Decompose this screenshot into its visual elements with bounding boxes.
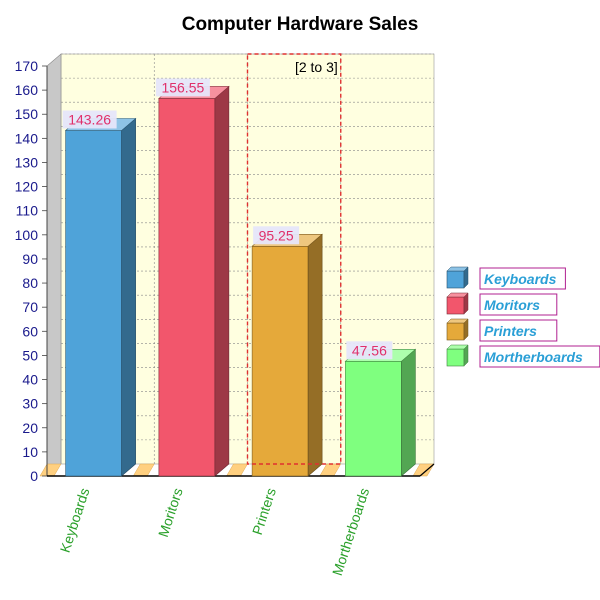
- x-tick-label: Keyboards: [57, 486, 93, 555]
- legend-swatch-side: [463, 266, 469, 289]
- x-tick-label: Moritors: [155, 486, 186, 539]
- bar-side: [214, 85, 230, 477]
- legend-swatch-side: [463, 318, 469, 341]
- bar-side: [307, 233, 323, 477]
- y-tick-label: 90: [22, 251, 38, 267]
- x-axis-depth-line: [419, 463, 435, 477]
- legend-swatch: [446, 348, 465, 367]
- bar-side: [121, 117, 136, 477]
- x-tick-label: Mortherboards: [329, 486, 372, 578]
- y-tick-label: 100: [15, 227, 39, 243]
- annotation-region: [2 to 3]: [246, 53, 342, 465]
- data-label-bg: [62, 110, 117, 129]
- annotation-label: [2 to 3]: [295, 59, 338, 75]
- y-tick-label: 140: [15, 130, 39, 146]
- floor-tile: [319, 463, 342, 477]
- bar-mortherboards: [345, 360, 402, 477]
- bar-keyboards: [65, 130, 122, 477]
- floor-tile: [39, 463, 62, 477]
- y-tick-label: 50: [22, 347, 38, 363]
- data-labels: 143.26 156.55 95.25 47.56: [62, 78, 393, 360]
- legend-entry-label: Mortherboards: [484, 349, 583, 365]
- legend-swatch-side: [463, 292, 469, 315]
- legend-entry-label: Moritors: [484, 297, 540, 313]
- plot-side-wall: [46, 53, 62, 477]
- y-tick-label: 110: [16, 203, 39, 219]
- chart-title: Computer Hardware Sales: [182, 14, 419, 35]
- y-tick-label: 150: [15, 106, 39, 122]
- data-label: 95.25: [259, 227, 294, 243]
- legend-swatch: [446, 322, 465, 341]
- floor-tile: [412, 463, 435, 477]
- y-tick-label: 80: [22, 275, 38, 291]
- legend: Keyboards Moritors Printers Mortherboards: [446, 266, 600, 368]
- bar-printers: [251, 245, 309, 477]
- y-tick-label: 20: [22, 420, 38, 436]
- y-tick-label: 10: [22, 444, 38, 460]
- legend-entry-box: [479, 293, 558, 316]
- y-tick-label: 0: [30, 468, 38, 484]
- data-label-bg: [253, 226, 300, 245]
- data-label: 156.55: [161, 79, 204, 95]
- bars: [64, 85, 417, 477]
- legend-swatch: [446, 270, 465, 289]
- y-tick-label: 40: [22, 372, 38, 388]
- bar-side: [401, 348, 416, 477]
- y-tick-label: 130: [15, 154, 39, 170]
- legend-entry-box: [479, 267, 566, 290]
- floor-tile: [226, 463, 248, 477]
- floor-tile: [132, 463, 155, 477]
- y-tick-label: 160: [15, 82, 39, 98]
- y-tick-label: 30: [22, 396, 38, 412]
- legend-swatch: [446, 296, 465, 315]
- bar-moritors: [158, 98, 216, 477]
- legend-entry-label: Printers: [484, 323, 537, 339]
- legend-entry-box: [479, 319, 558, 342]
- data-label-bg: [346, 341, 393, 360]
- y-tick-label: 60: [22, 323, 38, 339]
- x-tick-label: Printers: [249, 486, 279, 537]
- data-label: 143.26: [68, 111, 111, 127]
- data-label-bg: [155, 78, 210, 97]
- y-tick-label: 170: [15, 58, 39, 74]
- annotation-box: [246, 53, 342, 465]
- legend-entry-label: Keyboards: [484, 271, 557, 287]
- legend-swatch-side: [463, 344, 469, 367]
- y-tick-label: 70: [22, 299, 38, 315]
- y-tick-label: 120: [15, 179, 39, 195]
- data-label: 47.56: [352, 342, 387, 358]
